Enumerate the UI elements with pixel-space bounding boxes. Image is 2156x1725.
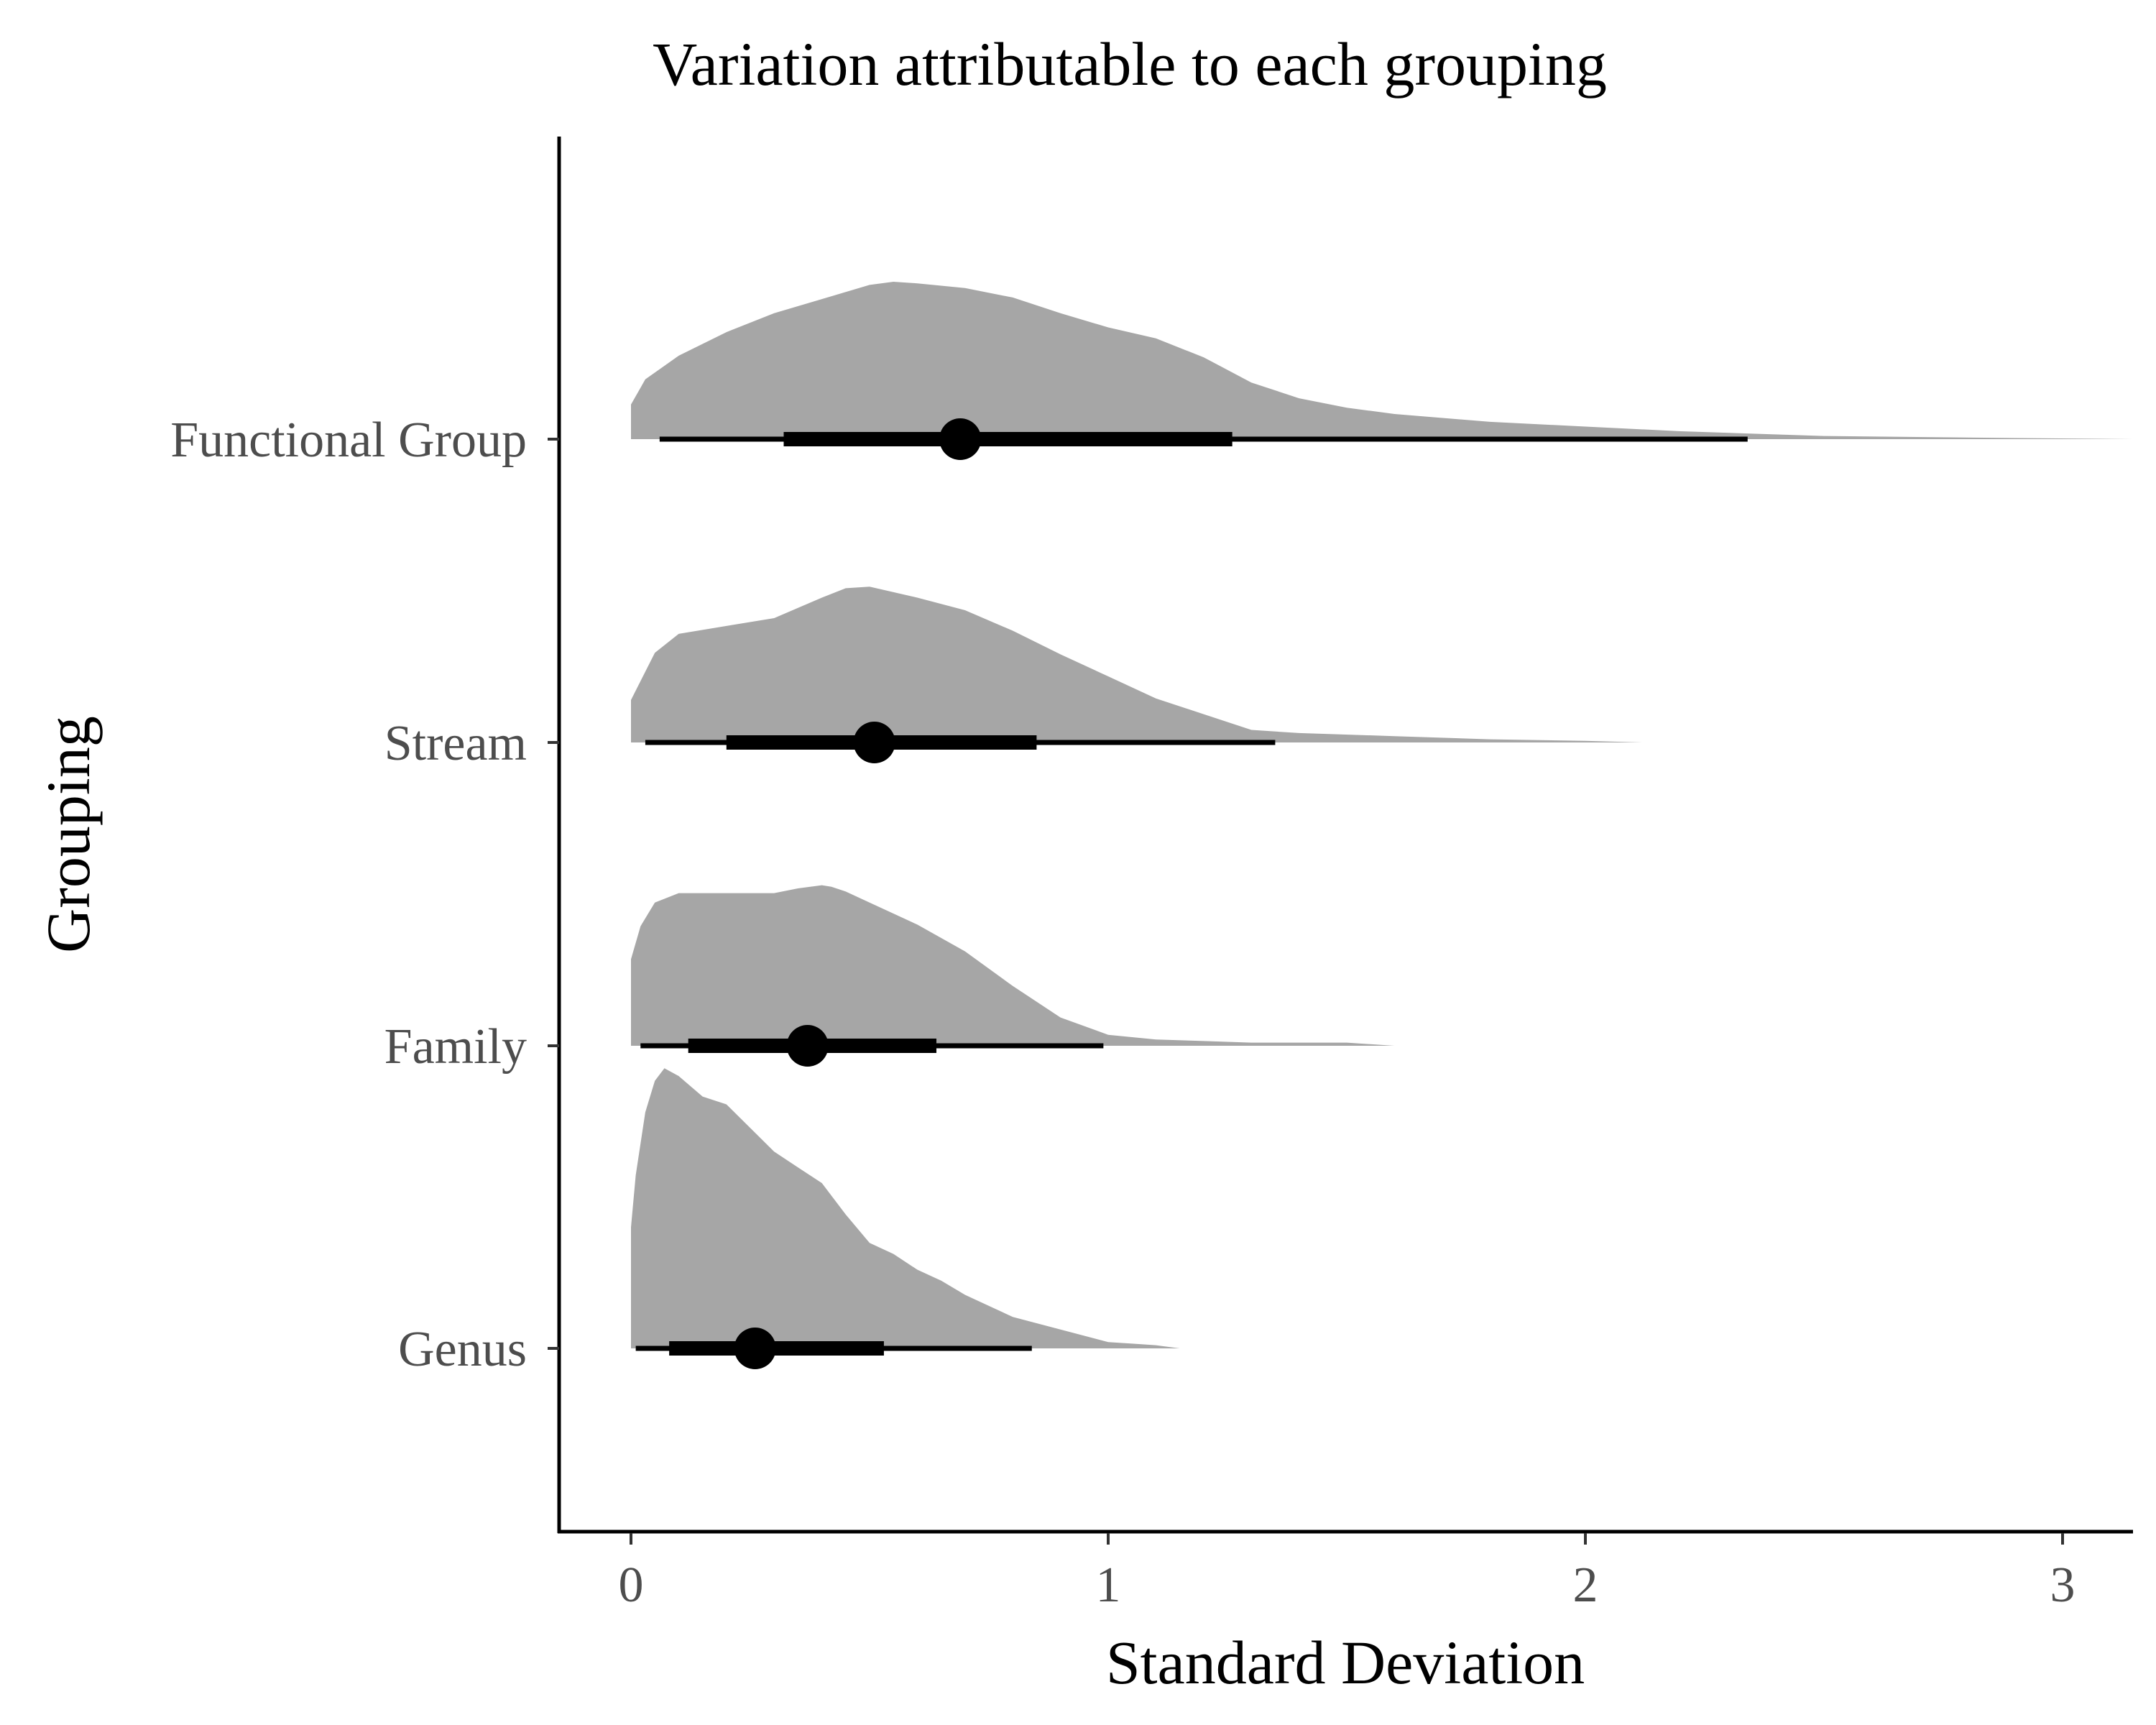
chart-title: Variation attributable to each grouping bbox=[653, 29, 1607, 98]
median-point-stream bbox=[853, 722, 895, 763]
y-tick-label-functional-group: Functional Group bbox=[170, 413, 527, 468]
interval-layer bbox=[635, 418, 1748, 1369]
y-tick-label-family: Family bbox=[384, 1019, 527, 1075]
y-axis-ticks: Functional Group Stream Family Genus bbox=[170, 413, 559, 1377]
x-tick-label-2: 2 bbox=[1573, 1558, 1598, 1613]
density-stream bbox=[631, 586, 1643, 742]
x-tick-label-3: 3 bbox=[2050, 1558, 2076, 1613]
x-axis-ticks: 0 1 2 3 bbox=[619, 1533, 2076, 1613]
x-tick-label-1: 1 bbox=[1096, 1558, 1121, 1613]
density-functional-group bbox=[631, 282, 2133, 439]
density-layer bbox=[631, 282, 2133, 1348]
x-axis-title: Standard Deviation bbox=[1106, 1628, 1585, 1697]
y-tick-label-genus: Genus bbox=[398, 1322, 527, 1377]
median-point-family bbox=[786, 1025, 829, 1067]
median-point-functional-group bbox=[939, 418, 982, 460]
density-family bbox=[631, 885, 1395, 1046]
y-axis-title: Grouping bbox=[34, 716, 103, 953]
median-point-genus bbox=[734, 1328, 776, 1369]
x-tick-label-0: 0 bbox=[619, 1558, 644, 1613]
y-tick-label-stream: Stream bbox=[384, 716, 527, 771]
density-genus bbox=[631, 1068, 1180, 1348]
